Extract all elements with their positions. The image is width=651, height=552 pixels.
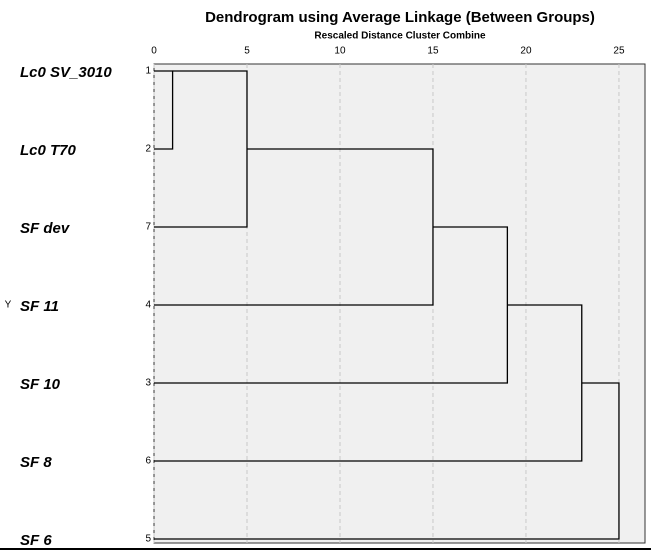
y-axis-label: Y xyxy=(5,300,12,311)
leaf-label: SF 8 xyxy=(20,454,52,471)
leaf-label: Lc0 T70 xyxy=(20,142,77,159)
leaf-label: SF dev xyxy=(20,220,71,237)
plot-area xyxy=(153,63,646,544)
x-tick-label: 20 xyxy=(520,46,532,57)
cluster-link xyxy=(154,70,248,228)
case-number: 5 xyxy=(145,534,151,545)
chart-subtitle: Rescaled Distance Cluster Combine xyxy=(314,31,486,42)
x-tick-label: 0 xyxy=(151,46,157,57)
x-tick-label: 15 xyxy=(427,46,439,57)
case-number: 2 xyxy=(145,144,151,155)
x-tick-label: 5 xyxy=(244,46,250,57)
leaf-label: SF 10 xyxy=(20,376,61,393)
leaf-label: SF 11 xyxy=(20,298,59,315)
leaf-label: Lc0 SV_3010 xyxy=(20,64,112,81)
case-number: 6 xyxy=(145,456,151,467)
chart-title: Dendrogram using Average Linkage (Betwee… xyxy=(205,9,595,26)
cluster-link xyxy=(154,304,583,462)
case-number: 3 xyxy=(145,378,151,389)
cluster-link xyxy=(154,226,509,384)
case-number: 4 xyxy=(145,300,151,311)
x-tick-label: 10 xyxy=(334,46,346,57)
cluster-link xyxy=(154,70,174,150)
x-tick-label: 25 xyxy=(613,46,625,57)
leaf-label: SF 6 xyxy=(20,532,52,549)
cluster-link xyxy=(154,382,620,540)
cluster-link xyxy=(154,148,434,306)
case-number: 1 xyxy=(145,66,151,77)
case-number: 7 xyxy=(145,222,151,233)
